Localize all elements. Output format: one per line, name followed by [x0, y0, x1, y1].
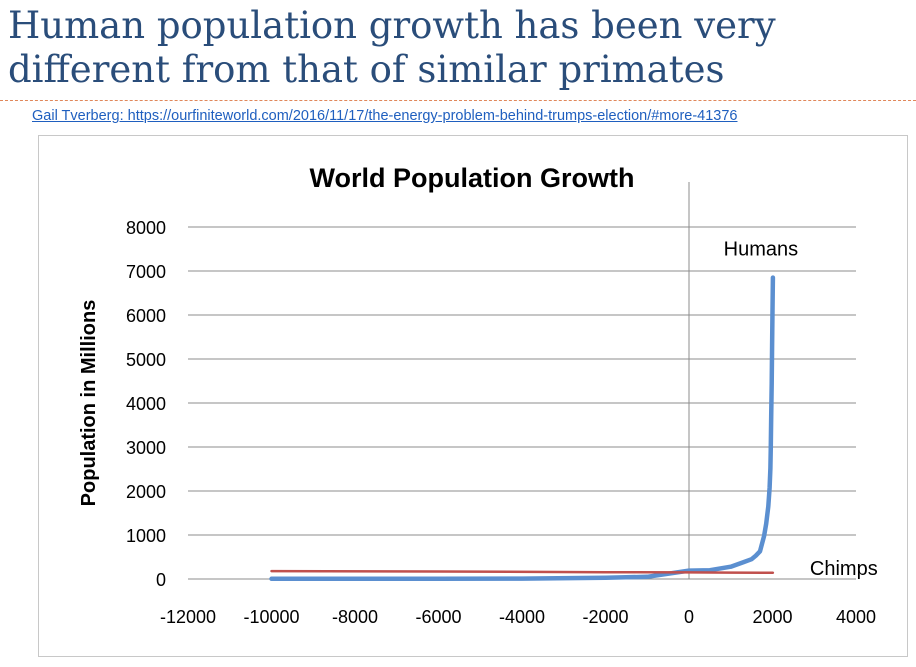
y-tick-label: 4000 [126, 394, 166, 414]
x-tick-label: 0 [684, 607, 694, 627]
y-tick-label: 6000 [126, 306, 166, 326]
source-link[interactable]: Gail Tverberg: https://ourfiniteworld.co… [32, 108, 738, 124]
y-tick-label: 5000 [126, 350, 166, 370]
grid-lines [188, 182, 856, 580]
x-tick-label: -8000 [332, 607, 378, 627]
series-lines [269, 275, 776, 582]
series-line-chimps [270, 569, 775, 575]
y-tick-label: 0 [156, 570, 166, 590]
x-tick-label: -2000 [582, 607, 628, 627]
y-tick-label: 8000 [126, 218, 166, 238]
slide-title: Human population growth has been very di… [8, 4, 908, 92]
slide-title-line-2: different from that of similar primates [8, 48, 725, 91]
series-line-humans [269, 275, 776, 582]
y-tick-label: 7000 [126, 262, 166, 282]
chart-title: World Population Growth [310, 163, 635, 193]
series-label-humans: Humans [724, 239, 798, 261]
y-tick-label: 2000 [126, 482, 166, 502]
y-tick-label: 3000 [126, 438, 166, 458]
y-tick-label: 1000 [126, 526, 166, 546]
y-axis-label: Population in Millions [78, 300, 100, 507]
slide-title-line-1: Human population growth has been very [8, 4, 776, 47]
series-label-chimps: Chimps [810, 558, 878, 580]
x-tick-label: -6000 [415, 607, 461, 627]
x-tick-label: -10000 [243, 607, 299, 627]
chart-frame: 0 1000 2000 3000 4000 5000 6000 7000 8000 -12000 -… [38, 135, 908, 657]
x-tick-label: -4000 [499, 607, 545, 627]
x-tick-label: 4000 [836, 607, 876, 627]
x-tick-label: 2000 [752, 607, 792, 627]
chart-labels: 0 1000 2000 3000 4000 5000 6000 7000 8000 -12000 -… [78, 163, 878, 627]
x-tick-label: -12000 [160, 607, 216, 627]
title-divider [0, 100, 916, 101]
population-chart: 0 1000 2000 3000 4000 5000 6000 7000 8000 -12000 -… [78, 163, 878, 627]
